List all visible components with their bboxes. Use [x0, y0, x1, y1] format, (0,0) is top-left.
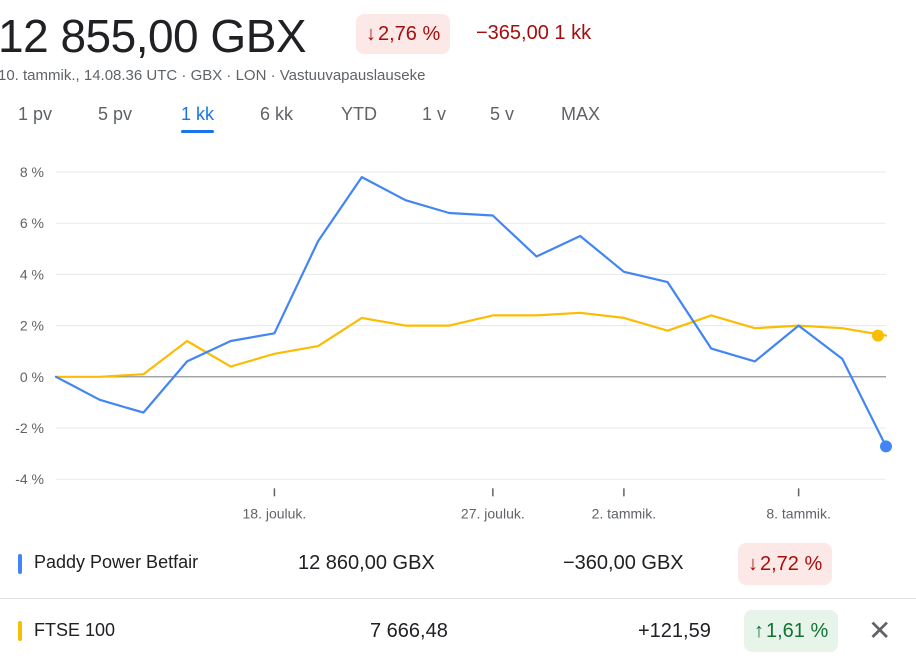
y-tick-label: 8 %: [20, 164, 44, 180]
legend-name: Paddy Power Betfair: [34, 552, 199, 572]
legend-change: +121,59: [638, 620, 711, 642]
down-arrow-icon: ↓: [366, 23, 376, 45]
legend-row-ftse-100[interactable]: FTSE 100 7 666,48 +121,59 ↑ 1,61 % ✕: [0, 598, 916, 665]
series-color-swatch: [18, 621, 22, 641]
chart-axis-labels: 8 % 6 % 4 % 2 % 0 % -2 % -4 % 18. jouluk. 27. jo…: [15, 164, 831, 521]
y-tick-label: -2 %: [15, 420, 44, 436]
up-arrow-icon: ↑: [754, 620, 764, 642]
tab-1-day[interactable]: 1 pv: [18, 104, 53, 124]
tab-ytd[interactable]: YTD: [341, 104, 377, 124]
tab-5-days[interactable]: 5 pv: [98, 104, 133, 124]
series-color-swatch: [18, 554, 22, 574]
tab-6-months[interactable]: 6 kk: [260, 104, 294, 124]
series-end-marker-paddy-power: [880, 440, 892, 453]
tab-1-year[interactable]: 1 v: [422, 104, 447, 124]
y-tick-label: -4 %: [15, 471, 44, 487]
close-icon[interactable]: ✕: [868, 615, 892, 646]
series-line-paddy-power: [54, 176, 888, 448]
y-tick-label: 2 %: [20, 318, 44, 334]
change-percent-badge: ↓ 2,76 %: [356, 14, 451, 54]
legend-change-percent: 1,61 %: [766, 620, 829, 642]
legend-name: FTSE 100: [34, 620, 116, 640]
tab-5-years[interactable]: 5 v: [490, 104, 515, 124]
time-range-tabs: 1 pv 5 pv 1 kk 6 kk YTD 1 v 5 v MAX: [0, 100, 916, 136]
y-tick-label: 6 %: [20, 215, 44, 231]
series-line-ftse-100: [54, 311, 888, 378]
legend-value: 7 666,48: [370, 620, 448, 642]
legend-change: −360,00 GBX: [563, 552, 684, 574]
legend-value: 12 860,00 GBX: [298, 552, 435, 574]
legend-change-percent: 2,72 %: [760, 553, 823, 575]
tab-1-month[interactable]: 1 kk: [181, 104, 215, 133]
comparison-line-chart: 8 % 6 % 4 % 2 % 0 % -2 % -4 % 18. jouluk. 27. jo…: [15, 164, 892, 521]
x-tick-label: 27. jouluk.: [461, 505, 525, 521]
legend-change-percent-badge: ↓ 2,72 %: [738, 543, 833, 585]
chart-series: [54, 176, 892, 453]
x-tick-label: 2. tammik.: [592, 505, 657, 521]
tab-max[interactable]: MAX: [561, 104, 601, 124]
x-tick-label: 18. jouluk.: [243, 505, 307, 521]
quote-meta: 10. tammik., 14.08.36 UTC · GBX · LON · …: [0, 67, 426, 84]
chart-gridlines: [56, 171, 886, 497]
change-percent-value: 2,76 %: [378, 23, 441, 45]
legend-row-paddy-power[interactable]: Paddy Power Betfair 12 860,00 GBX −360,0…: [0, 532, 916, 598]
current-price: 12 855,00 GBX: [0, 10, 307, 62]
series-end-marker-ftse-100: [872, 329, 884, 342]
x-tick-label: 8. tammik.: [766, 505, 831, 521]
legend-change-percent-badge: ↑ 1,61 %: [744, 610, 839, 652]
change-absolute: −365,00 1 kk: [476, 22, 592, 44]
y-tick-label: 0 %: [20, 369, 44, 385]
y-tick-label: 4 %: [20, 266, 44, 282]
down-arrow-icon: ↓: [748, 553, 758, 575]
